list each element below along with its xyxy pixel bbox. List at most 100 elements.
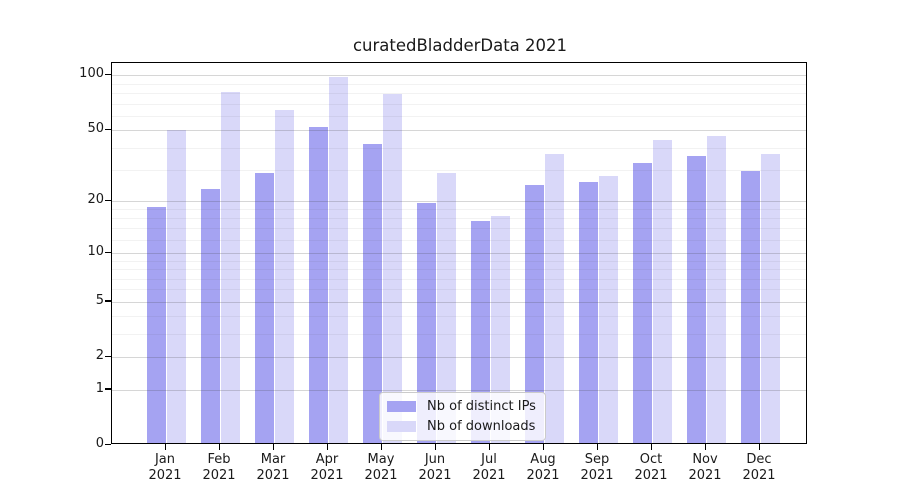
gridline-minor xyxy=(112,278,806,280)
x-tick-month: Mar xyxy=(260,452,286,467)
gridline-minor xyxy=(112,83,806,85)
y-tick-mark xyxy=(105,73,111,76)
bar-distinct-ips-aug xyxy=(524,185,544,443)
x-tick-year: 2021 xyxy=(688,468,722,483)
x-tick-mark xyxy=(434,444,436,450)
bar-downloads-oct xyxy=(652,139,672,443)
x-tick-month: Aug xyxy=(530,452,556,467)
x-tick-label: Nov 2021 xyxy=(673,452,737,484)
y-tick-mark xyxy=(105,355,111,358)
bar-downloads-jan xyxy=(166,129,186,443)
x-tick-mark xyxy=(758,444,760,450)
y-tick-label: 10 xyxy=(87,244,104,260)
x-tick-mark xyxy=(488,444,490,450)
gridline-minor xyxy=(112,334,806,336)
gridline-minor xyxy=(112,147,806,149)
y-tick-label: 0 xyxy=(95,436,104,452)
gridline-minor xyxy=(112,169,806,171)
x-tick-label: Aug 2021 xyxy=(511,452,575,484)
legend: Nb of distinct IPs Nb of downloads xyxy=(379,392,546,441)
x-tick-label: Jun 2021 xyxy=(403,452,467,484)
bar-downloads-feb xyxy=(220,92,240,443)
legend-swatch-distinct-ips xyxy=(387,401,416,412)
gridline-minor xyxy=(112,218,806,220)
x-tick-year: 2021 xyxy=(202,468,236,483)
x-tick-year: 2021 xyxy=(634,468,668,483)
x-tick-mark xyxy=(164,444,166,450)
bar-distinct-ips-sep xyxy=(578,182,598,443)
gridline-minor xyxy=(112,209,806,211)
x-tick-month: Sep xyxy=(584,452,610,467)
gridline-major xyxy=(112,130,806,132)
x-tick-mark xyxy=(542,444,544,450)
y-tick-label: 5 xyxy=(95,292,104,308)
x-tick-mark xyxy=(650,444,652,450)
x-tick-month: Oct xyxy=(639,452,663,467)
legend-label-downloads: Nb of downloads xyxy=(427,419,536,434)
x-tick-year: 2021 xyxy=(580,468,614,483)
x-tick-year: 2021 xyxy=(418,468,452,483)
legend-item-distinct-ips: Nb of distinct IPs xyxy=(387,398,536,415)
x-tick-year: 2021 xyxy=(472,468,506,483)
bar-downloads-may xyxy=(382,94,402,443)
gridline-major xyxy=(112,253,806,255)
x-tick-month: Jan xyxy=(154,452,176,467)
bar-downloads-mar xyxy=(274,109,294,443)
y-tick-mark xyxy=(105,388,111,390)
x-tick-month: Feb xyxy=(207,452,231,467)
x-tick-year: 2021 xyxy=(742,468,776,483)
legend-item-downloads: Nb of downloads xyxy=(387,418,536,435)
x-tick-year: 2021 xyxy=(364,468,398,483)
x-tick-mark xyxy=(272,444,274,450)
plot-area xyxy=(111,62,807,444)
x-tick-mark xyxy=(704,444,706,450)
x-tick-label: Feb 2021 xyxy=(187,452,251,484)
gridline-major xyxy=(112,389,806,391)
x-tick-mark xyxy=(218,444,220,450)
gridline-minor xyxy=(112,239,806,241)
x-tick-month: Apr xyxy=(315,452,339,467)
gridline-minor xyxy=(112,269,806,271)
bar-downloads-jul xyxy=(490,216,510,443)
gridline-minor xyxy=(112,289,806,291)
chart-title: curatedBladderData 2021 xyxy=(352,36,568,55)
y-tick-label: 1 xyxy=(95,380,104,396)
bar-downloads-dec xyxy=(760,153,780,443)
x-tick-label: Apr 2021 xyxy=(295,452,359,484)
x-tick-year: 2021 xyxy=(310,468,344,483)
legend-swatch-downloads xyxy=(387,421,416,432)
bar-distinct-ips-jan xyxy=(146,207,166,443)
x-tick-month: Dec xyxy=(746,452,772,467)
bar-distinct-ips-feb xyxy=(200,188,220,443)
y-tick-label: 2 xyxy=(95,348,104,364)
gridline-minor xyxy=(112,92,806,94)
x-tick-month: Jun xyxy=(424,452,446,467)
y-tick-mark xyxy=(105,128,111,131)
y-tick-mark xyxy=(105,251,111,254)
x-tick-label: Jan 2021 xyxy=(133,452,197,484)
bar-distinct-ips-jun xyxy=(416,203,436,443)
bar-downloads-nov xyxy=(706,136,726,443)
bar-distinct-ips-apr xyxy=(308,126,328,443)
bar-distinct-ips-dec xyxy=(740,170,760,443)
bar-distinct-ips-jul xyxy=(470,221,490,443)
x-tick-label: Oct 2021 xyxy=(619,452,683,484)
x-tick-mark xyxy=(596,444,598,450)
gridline-major xyxy=(112,201,806,203)
legend-label-distinct-ips: Nb of distinct IPs xyxy=(427,399,536,414)
gridline-major xyxy=(112,75,806,77)
y-tick-mark xyxy=(105,199,111,202)
bar-distinct-ips-mar xyxy=(254,173,274,443)
gridline-minor xyxy=(112,228,806,230)
y-tick-mark xyxy=(105,443,111,446)
bar-distinct-ips-nov xyxy=(686,156,706,443)
x-tick-mark xyxy=(326,444,328,450)
x-tick-year: 2021 xyxy=(526,468,560,483)
gridline-minor xyxy=(112,316,806,318)
bar-downloads-aug xyxy=(544,153,564,443)
bar-downloads-sep xyxy=(598,176,618,443)
bar-distinct-ips-oct xyxy=(632,162,652,443)
y-tick-mark xyxy=(105,300,111,302)
x-tick-label: May 2021 xyxy=(349,452,413,484)
